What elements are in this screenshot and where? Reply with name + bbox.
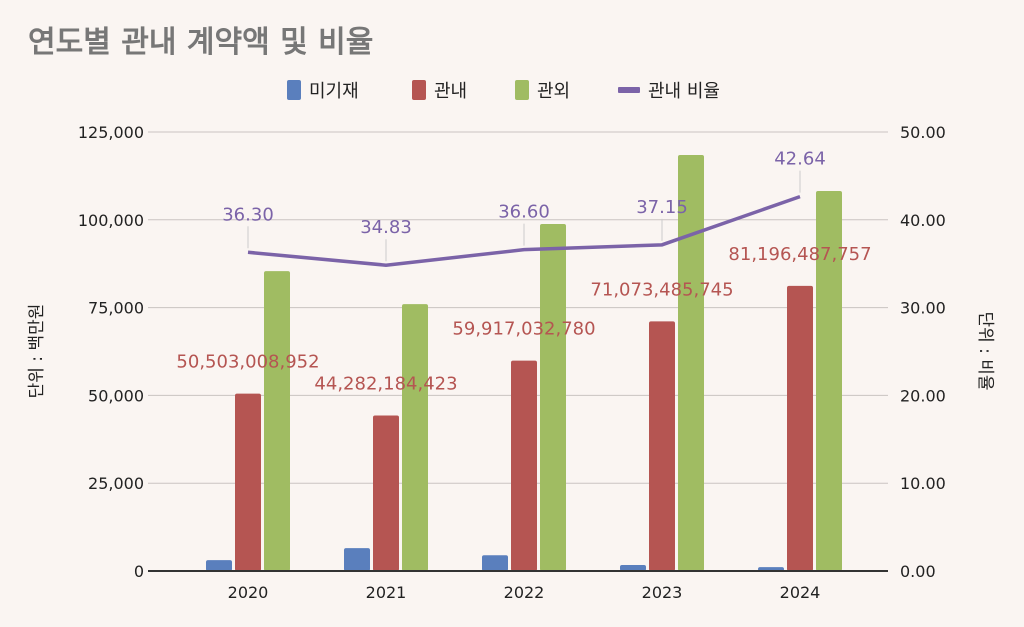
y2-tick-label: 40.00 (900, 211, 946, 230)
y2-tick-label: 20.00 (900, 386, 946, 405)
bar-data-label: 50,503,008,952 (176, 352, 319, 373)
bar-관외-2021 (402, 304, 428, 571)
x-tick-label: 2024 (780, 583, 821, 602)
y-tick-label: 100,000 (78, 211, 144, 230)
bar-관외-2020 (264, 271, 290, 571)
legend-label: 관내 비율 (648, 81, 720, 102)
ratio-data-label: 34.83 (360, 217, 412, 238)
bar-관외-2022 (540, 224, 566, 571)
bar-관내-2023 (649, 321, 675, 571)
bar-data-label: 59,917,032,780 (452, 319, 595, 340)
y-tick-label: 50,000 (88, 386, 144, 405)
bar-미기재-2022 (482, 555, 508, 571)
x-tick-label: 2020 (228, 583, 269, 602)
bar-관내-2024 (787, 285, 813, 571)
chart-title: 연도별 관내 계약액 및 비율 (28, 25, 373, 60)
ratio-data-label: 36.60 (498, 202, 550, 223)
x-tick-label: 2023 (642, 583, 683, 602)
ratio-data-label: 37.15 (636, 197, 688, 218)
legend-swatch (412, 80, 426, 100)
legend-label: 관외 (537, 81, 570, 102)
bar-관내-2020 (235, 393, 261, 571)
bars (206, 155, 842, 572)
y-tick-label: 25,000 (88, 474, 144, 493)
x-tick-label: 2022 (504, 583, 545, 602)
y-tick-label: 125,000 (78, 123, 144, 142)
y-tick-label: 75,000 (88, 299, 144, 318)
bar-관내-2022 (511, 360, 537, 571)
y2-tick-label: 50.00 (900, 123, 946, 142)
legend-label: 관내 (434, 81, 467, 102)
bar-data-label: 71,073,485,745 (590, 279, 733, 300)
y2-tick-label: 10.00 (900, 474, 946, 493)
ratio-line (247, 170, 801, 267)
ratio-data-label: 36.30 (222, 204, 274, 225)
legend-swatch (287, 80, 301, 100)
legend-swatch (618, 87, 640, 93)
y-tick-label: 0 (134, 562, 144, 581)
y2-tick-label: 30.00 (900, 299, 946, 318)
bar-관외-2024 (816, 191, 842, 572)
bar-관외-2023 (678, 155, 704, 571)
legend-swatch (515, 80, 529, 100)
ratio-data-label: 42.64 (774, 149, 826, 170)
bar-관내-2021 (373, 415, 399, 571)
axes: 0 0.00 25,000 10.00 50,000 20.00 75,000 30.00 10… (78, 123, 946, 602)
x-tick-label: 2021 (366, 583, 407, 602)
legend-label: 미기재 (309, 81, 359, 102)
legend: 미기재 관내 관외 관내 비율 (287, 80, 720, 102)
y2-tick-label: 0.00 (900, 562, 936, 581)
bar-data-label: 81,196,487,757 (728, 244, 871, 265)
bar-미기재-2020 (206, 560, 232, 571)
bar-data-label: 44,282,184,423 (314, 373, 457, 394)
bar-미기재-2023 (620, 565, 646, 571)
ratio-line-path (247, 194, 801, 267)
bar-미기재-2021 (344, 548, 370, 571)
y2-axis-label: 단위 : 비율 (975, 311, 995, 390)
y-axis-label: 단위 : 백만원 (27, 304, 47, 399)
